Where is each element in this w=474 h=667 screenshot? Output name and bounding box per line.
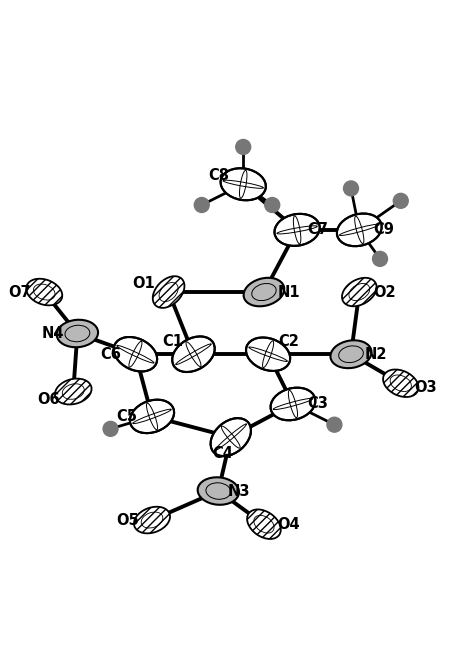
Ellipse shape	[114, 337, 157, 372]
Circle shape	[194, 197, 209, 213]
Circle shape	[393, 193, 408, 208]
Circle shape	[265, 197, 280, 213]
Text: O6: O6	[37, 392, 60, 408]
Ellipse shape	[55, 379, 91, 404]
Circle shape	[327, 418, 342, 432]
Ellipse shape	[342, 277, 377, 306]
Ellipse shape	[57, 319, 98, 348]
Text: C1: C1	[162, 334, 183, 350]
Text: O4: O4	[277, 517, 300, 532]
Circle shape	[373, 251, 387, 266]
Text: O1: O1	[132, 276, 155, 291]
Text: N1: N1	[277, 285, 300, 299]
Text: O3: O3	[414, 380, 437, 395]
Ellipse shape	[210, 418, 251, 456]
Text: C6: C6	[100, 347, 121, 362]
Text: C8: C8	[208, 169, 229, 183]
Text: C2: C2	[278, 334, 299, 350]
Circle shape	[103, 422, 118, 436]
Text: N3: N3	[228, 484, 250, 498]
Text: C4: C4	[212, 446, 233, 461]
Ellipse shape	[274, 214, 320, 246]
Ellipse shape	[271, 388, 315, 420]
Text: C5: C5	[117, 409, 137, 424]
Text: O7: O7	[8, 285, 31, 299]
Ellipse shape	[220, 168, 266, 200]
Text: N4: N4	[41, 326, 64, 341]
Text: C9: C9	[374, 222, 394, 237]
Circle shape	[344, 181, 358, 196]
Text: O5: O5	[116, 512, 138, 528]
Ellipse shape	[330, 340, 372, 368]
Ellipse shape	[26, 279, 62, 305]
Text: C3: C3	[308, 396, 328, 412]
Ellipse shape	[198, 478, 239, 505]
Ellipse shape	[383, 370, 419, 397]
Text: C7: C7	[308, 222, 328, 237]
Ellipse shape	[247, 510, 281, 539]
Circle shape	[236, 139, 251, 155]
Ellipse shape	[244, 277, 284, 306]
Ellipse shape	[134, 507, 170, 534]
Text: O2: O2	[373, 285, 395, 299]
Text: N2: N2	[365, 347, 387, 362]
Ellipse shape	[153, 276, 184, 308]
Ellipse shape	[130, 400, 174, 433]
Ellipse shape	[172, 336, 215, 372]
Ellipse shape	[337, 213, 382, 246]
Ellipse shape	[246, 338, 290, 371]
